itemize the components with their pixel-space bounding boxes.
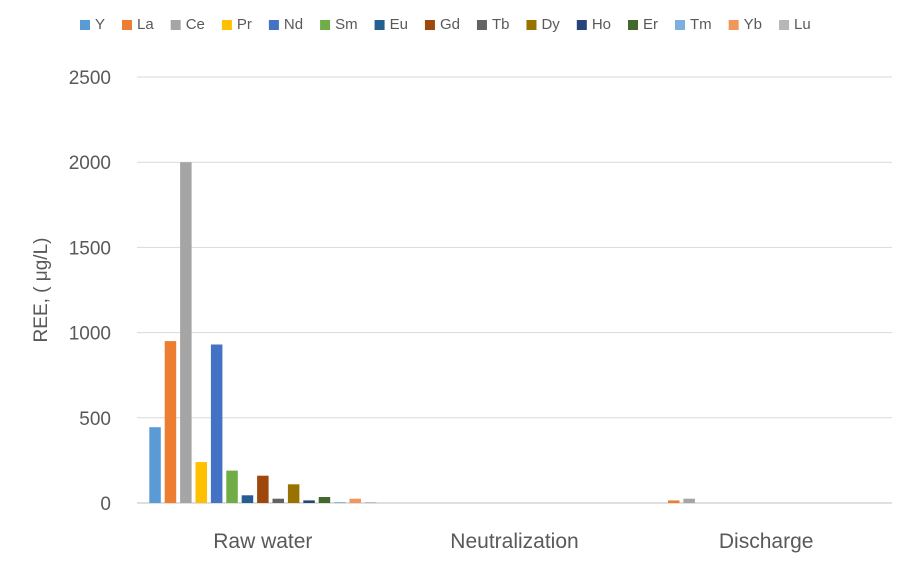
legend-swatch bbox=[221, 20, 232, 30]
x-category-label: Raw water bbox=[213, 530, 312, 553]
legend-swatch bbox=[576, 20, 587, 30]
y-tick-label: 2000 bbox=[69, 153, 111, 174]
legend-item-yb: Yb bbox=[728, 16, 762, 33]
legend-item-lu: Lu bbox=[779, 16, 811, 33]
legend-label: Tb bbox=[492, 16, 510, 33]
bar-sm-raw-water bbox=[226, 470, 238, 503]
legend-item-pr: Pr bbox=[221, 16, 252, 33]
legend-swatch bbox=[268, 20, 279, 30]
legend-label: Er bbox=[643, 16, 658, 33]
legend-item-sm: Sm bbox=[320, 16, 358, 33]
legend-label: Y bbox=[95, 16, 105, 33]
legend-label: Pr bbox=[237, 16, 252, 33]
legend-label: Sm bbox=[335, 16, 358, 33]
legend-label: Tm bbox=[690, 16, 712, 33]
legend-item-ce: Ce bbox=[170, 16, 205, 33]
bar-ho-raw-water bbox=[303, 500, 315, 503]
legend-swatch bbox=[526, 20, 537, 30]
bar-gd-raw-water bbox=[257, 475, 269, 503]
bar-dy-raw-water bbox=[287, 484, 300, 503]
legend-swatch bbox=[170, 20, 181, 30]
legend-label: Ce bbox=[186, 16, 205, 33]
legend-swatch bbox=[779, 20, 790, 30]
legend-item-y: Y bbox=[80, 16, 105, 33]
bar-er-raw-water bbox=[318, 497, 331, 503]
x-category-label: Discharge bbox=[719, 530, 814, 553]
bar-ce-raw-water bbox=[180, 162, 192, 503]
legend-swatch bbox=[675, 20, 685, 30]
legend-item-tb: Tb bbox=[476, 16, 510, 33]
legend-item-gd: Gd bbox=[424, 16, 460, 33]
legend-swatch bbox=[320, 20, 331, 30]
y-axis-ticks: 0 500 1000 1500 2000 2500 bbox=[69, 68, 111, 515]
legend-label: Gd bbox=[440, 16, 460, 33]
legend-item-la: La bbox=[122, 16, 154, 33]
bar-y-raw-water bbox=[149, 427, 161, 503]
bar-tm-raw-water bbox=[334, 502, 346, 503]
legend-swatch bbox=[122, 20, 133, 30]
legend-swatch bbox=[728, 20, 739, 30]
legend-label: Yb bbox=[744, 16, 762, 33]
x-axis-categories: Raw water Neutralization Discharge bbox=[213, 530, 813, 553]
gridlines bbox=[137, 76, 892, 504]
legend-swatch bbox=[424, 20, 435, 30]
legend-item-er: Er bbox=[628, 16, 658, 33]
y-tick-label: 500 bbox=[79, 409, 111, 430]
legend: Y La Ce Pr Nd Sm Eu Gd Tb Dy Ho Er Tm Yb Lu bbox=[80, 16, 811, 33]
y-axis-title: REE, ( μg/L) bbox=[31, 238, 52, 343]
legend-swatch bbox=[628, 20, 638, 30]
legend-item-ho: Ho bbox=[576, 16, 611, 33]
y-tick-label: 0 bbox=[100, 494, 111, 515]
legend-item-eu: Eu bbox=[374, 16, 408, 33]
bar-ce-discharge bbox=[683, 498, 695, 503]
legend-swatch bbox=[80, 20, 90, 30]
bars bbox=[149, 162, 695, 503]
x-category-label: Neutralization bbox=[450, 530, 578, 553]
bar-lu-raw-water bbox=[364, 502, 377, 503]
legend-swatch bbox=[374, 20, 385, 30]
bar-eu-raw-water bbox=[241, 495, 254, 503]
legend-swatch bbox=[476, 20, 487, 30]
bar-yb-raw-water bbox=[349, 498, 361, 503]
y-tick-label: 2500 bbox=[69, 68, 111, 89]
legend-label: Eu bbox=[390, 16, 408, 33]
legend-label: Nd bbox=[284, 16, 303, 33]
bar-tb-raw-water bbox=[272, 498, 284, 503]
legend-item-nd: Nd bbox=[268, 16, 303, 33]
legend-label: Lu bbox=[794, 16, 811, 33]
legend-label: Ho bbox=[592, 16, 611, 33]
bar-pr-raw-water bbox=[195, 462, 207, 503]
bar-nd-raw-water bbox=[210, 344, 223, 503]
legend-label: Dy bbox=[541, 16, 560, 33]
legend-item-dy: Dy bbox=[526, 16, 560, 33]
legend-item-tm: Tm bbox=[675, 16, 712, 33]
y-tick-label: 1000 bbox=[69, 324, 111, 345]
bar-la-raw-water bbox=[164, 341, 177, 503]
y-tick-label: 1500 bbox=[69, 238, 111, 259]
bar-la-discharge bbox=[668, 500, 680, 503]
legend-label: La bbox=[137, 16, 154, 33]
